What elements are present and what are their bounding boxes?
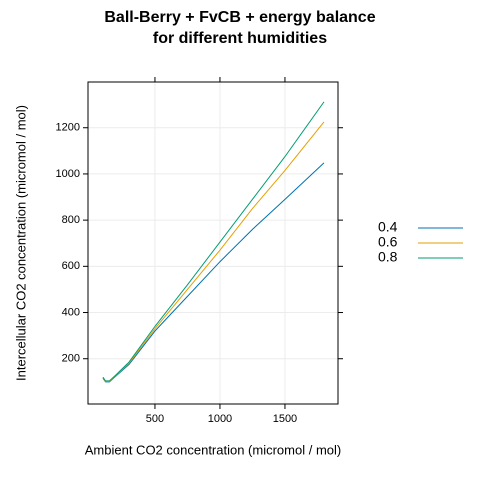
x-tick-label: 1500: [273, 413, 297, 425]
legend-label: 0.8: [378, 249, 398, 265]
y-tick-label: 600: [62, 260, 80, 272]
legend-label: 0.4: [378, 219, 398, 235]
series-line: [102, 121, 325, 382]
x-tick-label: 500: [146, 413, 164, 425]
chart-title: Ball-Berry + FvCB + energy balance: [104, 9, 375, 26]
chart-title: for different humidities: [153, 30, 327, 47]
y-tick-label: 1000: [56, 168, 80, 180]
series-line: [102, 162, 325, 383]
y-tick-label: 400: [62, 306, 80, 318]
x-tick-label: 1000: [208, 413, 232, 425]
y-axis-label: Intercellular CO2 concentration (micromo…: [13, 105, 28, 381]
x-axis-label: Ambient CO2 concentration (micromol / mo…: [85, 442, 341, 457]
plot-frame: [87, 81, 339, 405]
legend-label: 0.6: [378, 234, 398, 250]
y-tick-label: 1200: [56, 122, 80, 134]
y-tick-label: 200: [62, 353, 80, 365]
y-tick-label: 800: [62, 214, 80, 226]
series-line: [102, 101, 325, 382]
